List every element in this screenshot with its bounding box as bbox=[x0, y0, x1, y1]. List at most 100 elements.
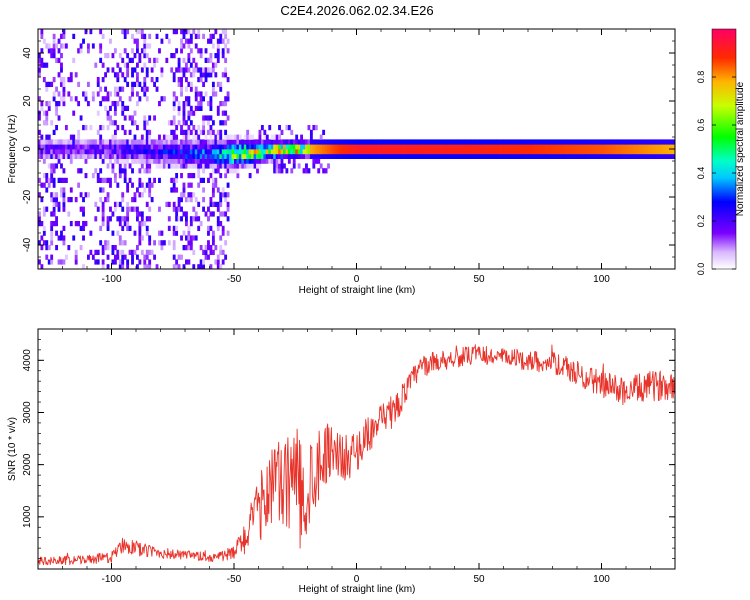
spectrogram-cell bbox=[126, 72, 130, 78]
spectrogram-cell bbox=[182, 110, 186, 116]
spectrogram-cell bbox=[564, 144, 568, 150]
spectrogram-cell bbox=[197, 201, 201, 207]
spectrogram-cell bbox=[211, 230, 215, 236]
spectrogram-cell bbox=[40, 182, 44, 188]
spectrogram-cell bbox=[50, 230, 54, 236]
spectrogram-cell bbox=[143, 259, 147, 265]
spectrogram-cell bbox=[67, 211, 71, 217]
spectrogram-cell bbox=[109, 206, 112, 212]
spectrogram-cell bbox=[121, 149, 125, 155]
spectrogram-cell bbox=[155, 163, 159, 169]
spectrogram-cell bbox=[319, 144, 323, 150]
spectrogram-cell bbox=[211, 43, 215, 49]
spectrogram-cell bbox=[155, 264, 159, 270]
spectrogram-cell bbox=[158, 153, 161, 159]
spectrogram-cell bbox=[613, 139, 617, 145]
spectrogram-cell bbox=[121, 57, 125, 63]
spectrogram-cell bbox=[236, 168, 240, 174]
spectrogram-cell bbox=[483, 139, 487, 145]
spectrogram-cell bbox=[104, 149, 107, 155]
spectrogram-cell bbox=[258, 149, 262, 155]
spectrogram-cell bbox=[94, 259, 98, 265]
spectrogram-cell bbox=[209, 197, 213, 203]
spectrogram-cell bbox=[67, 197, 71, 203]
spectrogram-cell bbox=[38, 96, 41, 102]
spectrogram-cell bbox=[466, 139, 470, 145]
spectrogram-cell bbox=[199, 139, 203, 145]
spectrogram-cell bbox=[45, 86, 49, 92]
spectrogram-cell bbox=[121, 206, 125, 212]
spectrogram-cell bbox=[309, 134, 313, 140]
spectrogram-cell bbox=[47, 43, 51, 49]
spectrogram-cell bbox=[167, 134, 171, 140]
spectrogram-cell bbox=[268, 149, 272, 155]
spectrogram-cell bbox=[128, 115, 132, 121]
spectrogram-cell bbox=[136, 158, 139, 164]
spectrogram-cell bbox=[194, 43, 198, 49]
spectrogram-cell bbox=[302, 149, 306, 155]
spectrogram-cell bbox=[160, 96, 164, 102]
spectrogram-cell bbox=[138, 57, 142, 63]
spectrogram-cell bbox=[652, 149, 656, 155]
spectrogram-cell bbox=[503, 144, 507, 150]
spectrogram-cell bbox=[665, 144, 669, 150]
spectrogram-cell bbox=[116, 72, 120, 78]
spectrogram-cell bbox=[226, 134, 230, 140]
spectrogram-cell bbox=[50, 259, 54, 265]
spectrogram-cell bbox=[202, 144, 205, 150]
spectrogram-cell bbox=[155, 57, 159, 63]
spectrogram-cell bbox=[136, 72, 139, 78]
spectrogram-cell bbox=[532, 144, 536, 150]
spectrogram-cell bbox=[45, 110, 49, 116]
spectrogram-cell bbox=[577, 144, 580, 150]
spectrogram-cell bbox=[358, 139, 362, 145]
spectrogram-cell bbox=[140, 29, 144, 35]
spectrogram-cell bbox=[209, 245, 213, 251]
spectrogram-cell bbox=[466, 149, 470, 155]
spectrogram-cell bbox=[253, 158, 257, 164]
spectrogram-cell bbox=[116, 254, 120, 260]
spectrogram-cell bbox=[172, 91, 176, 97]
spectrogram-cell bbox=[192, 144, 196, 150]
spectrogram-cell bbox=[128, 249, 132, 255]
spectrogram-cell bbox=[327, 163, 330, 169]
spectrogram-cell bbox=[60, 153, 63, 159]
spectrogram-cell bbox=[175, 125, 179, 131]
spectrogram-y-tick-label: 0 bbox=[22, 146, 33, 152]
spectrogram-cell bbox=[307, 153, 311, 159]
spectrogram-cell bbox=[162, 153, 166, 159]
spectrogram-cell bbox=[275, 149, 279, 155]
spectrogram-cell bbox=[464, 153, 468, 159]
spectrogram-cell bbox=[621, 149, 624, 155]
spectrogram-cell bbox=[60, 192, 63, 198]
spectrogram-cell bbox=[248, 139, 252, 145]
spectrogram-cell bbox=[229, 134, 232, 140]
spectrogram-cell bbox=[136, 81, 139, 87]
spectrogram-cell bbox=[471, 153, 475, 159]
spectrogram-cell bbox=[133, 67, 137, 73]
spectrogram-cell bbox=[518, 139, 522, 145]
spectrogram-cell bbox=[243, 139, 247, 145]
spectrogram-cell bbox=[140, 249, 144, 255]
spectrogram-cell bbox=[69, 139, 73, 145]
spectrogram-cell bbox=[643, 149, 646, 155]
spectrogram-cell bbox=[118, 249, 122, 255]
spectrogram-cell bbox=[177, 206, 181, 212]
spectrogram-cell bbox=[537, 139, 541, 145]
spectrogram-cell bbox=[202, 158, 205, 164]
spectrogram-cell bbox=[221, 101, 225, 107]
spectrogram-cell bbox=[221, 139, 225, 145]
spectrogram-cell bbox=[185, 158, 188, 164]
spectrogram-cell bbox=[260, 158, 264, 164]
spectrogram-cell bbox=[226, 139, 230, 145]
spectrogram-cell bbox=[383, 149, 387, 155]
spectrogram-cell bbox=[118, 96, 122, 102]
spectrogram-cell bbox=[69, 144, 73, 150]
spectrogram-cell bbox=[616, 153, 620, 159]
spectrogram-cell bbox=[158, 149, 161, 155]
spectrogram-cell bbox=[177, 197, 181, 203]
spectrogram-cell bbox=[547, 149, 551, 155]
spectrogram-cell bbox=[449, 153, 453, 159]
spectrogram-cell bbox=[358, 153, 362, 159]
spectrogram-cell bbox=[481, 144, 485, 150]
